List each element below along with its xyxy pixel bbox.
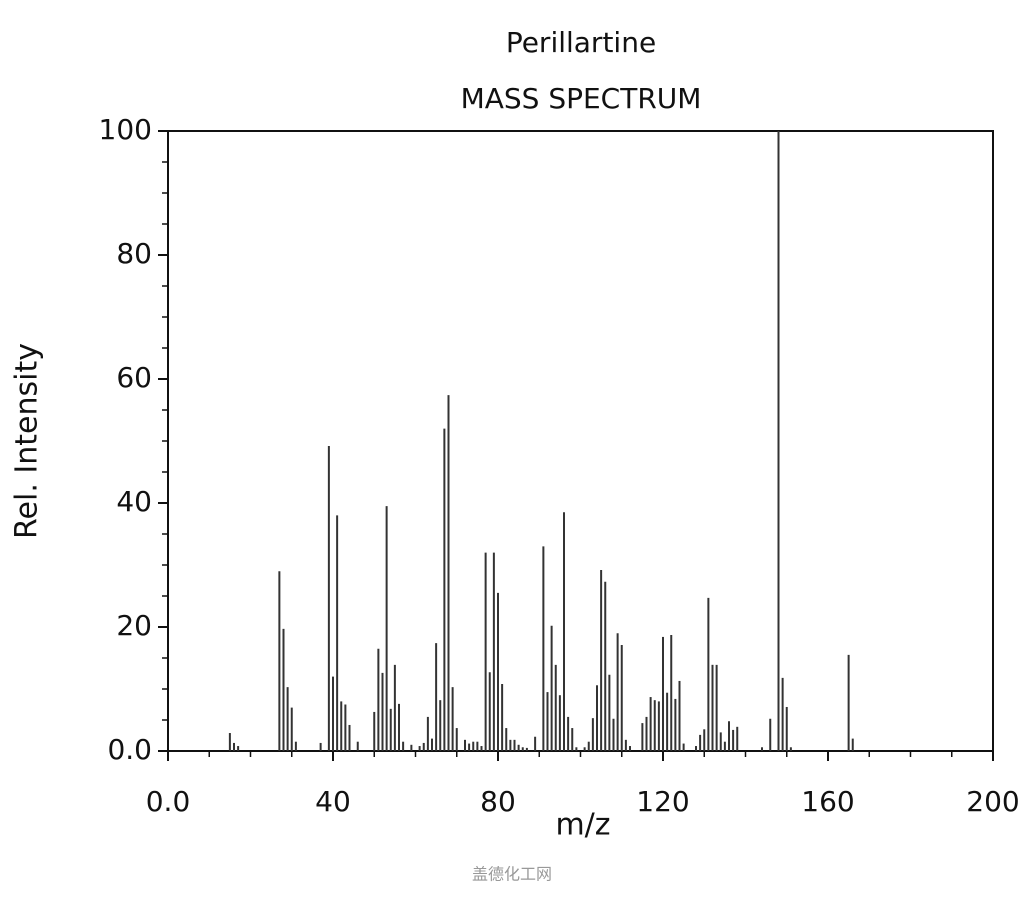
x-tick-label: 0.0 <box>146 785 191 818</box>
x-tick-label: 120 <box>636 785 689 818</box>
plot-frame <box>167 130 994 752</box>
y-tick-label: 60 <box>116 361 152 394</box>
chart-title: Perillartine <box>506 26 656 59</box>
y-tick-label: 20 <box>116 609 152 642</box>
x-tick-label: 40 <box>315 785 351 818</box>
x-axis-label: m/z <box>555 808 610 843</box>
x-tick-label: 200 <box>966 785 1019 818</box>
y-axis-label: Rel. Intensity <box>10 343 45 539</box>
y-tick-label: 40 <box>116 485 152 518</box>
y-tick-label: 100 <box>99 113 152 146</box>
watermark: 盖德化工网 <box>472 865 552 884</box>
chart-subtitle: MASS SPECTRUM <box>461 82 702 115</box>
x-tick-label: 80 <box>480 785 516 818</box>
y-tick-label: 0.0 <box>107 733 152 766</box>
y-tick-label: 80 <box>116 237 152 270</box>
x-tick-label: 160 <box>801 785 854 818</box>
